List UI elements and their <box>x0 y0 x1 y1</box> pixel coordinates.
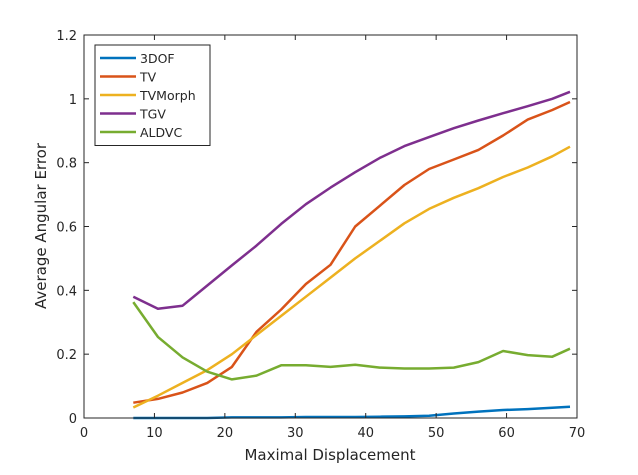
series-line-tv <box>133 100 571 404</box>
legend-label-tvmorph: TVMorph <box>139 88 196 103</box>
y-tick-label: 0 <box>69 412 77 427</box>
x-tick-label: 10 <box>146 426 163 441</box>
y-tick-label: 1 <box>69 93 77 108</box>
series-line-tvmorph <box>132 145 571 409</box>
tick-labels: 0 10 20 30 40 50 60 70 0 0.2 0.4 0.6 0.8 1 1.2 <box>56 29 585 441</box>
y-tick-label: 1.2 <box>56 29 77 44</box>
y-tick-label: 0.4 <box>56 284 77 299</box>
series-line-aldvc <box>132 301 571 381</box>
x-tick-label: 20 <box>217 426 234 441</box>
x-tick-label: 30 <box>287 426 304 441</box>
legend-label-aldvc: ALDVC <box>140 125 182 140</box>
x-tick-label: 60 <box>498 426 515 441</box>
y-axis-label: Average Angular Error <box>32 142 50 309</box>
x-tick-label: 40 <box>357 426 374 441</box>
y-tick-label: 0.6 <box>56 221 77 236</box>
legend-label-tv: TV <box>139 70 157 85</box>
x-tick-label: 0 <box>80 426 88 441</box>
legend: 3DOF TV TVMorph TGV ALDVC <box>94 44 211 146</box>
x-axis-label: Maximal Displacement <box>244 446 415 464</box>
series-line-tgv <box>132 90 571 311</box>
legend-label-tgv: TGV <box>139 107 166 122</box>
x-tick-label: 50 <box>428 426 445 441</box>
y-tick-label: 0.2 <box>56 348 77 363</box>
x-tick-label: 70 <box>569 426 586 441</box>
legend-label-3dof: 3DOF <box>140 51 175 66</box>
y-tick-label: 0.8 <box>56 157 77 172</box>
axes <box>83 34 578 419</box>
